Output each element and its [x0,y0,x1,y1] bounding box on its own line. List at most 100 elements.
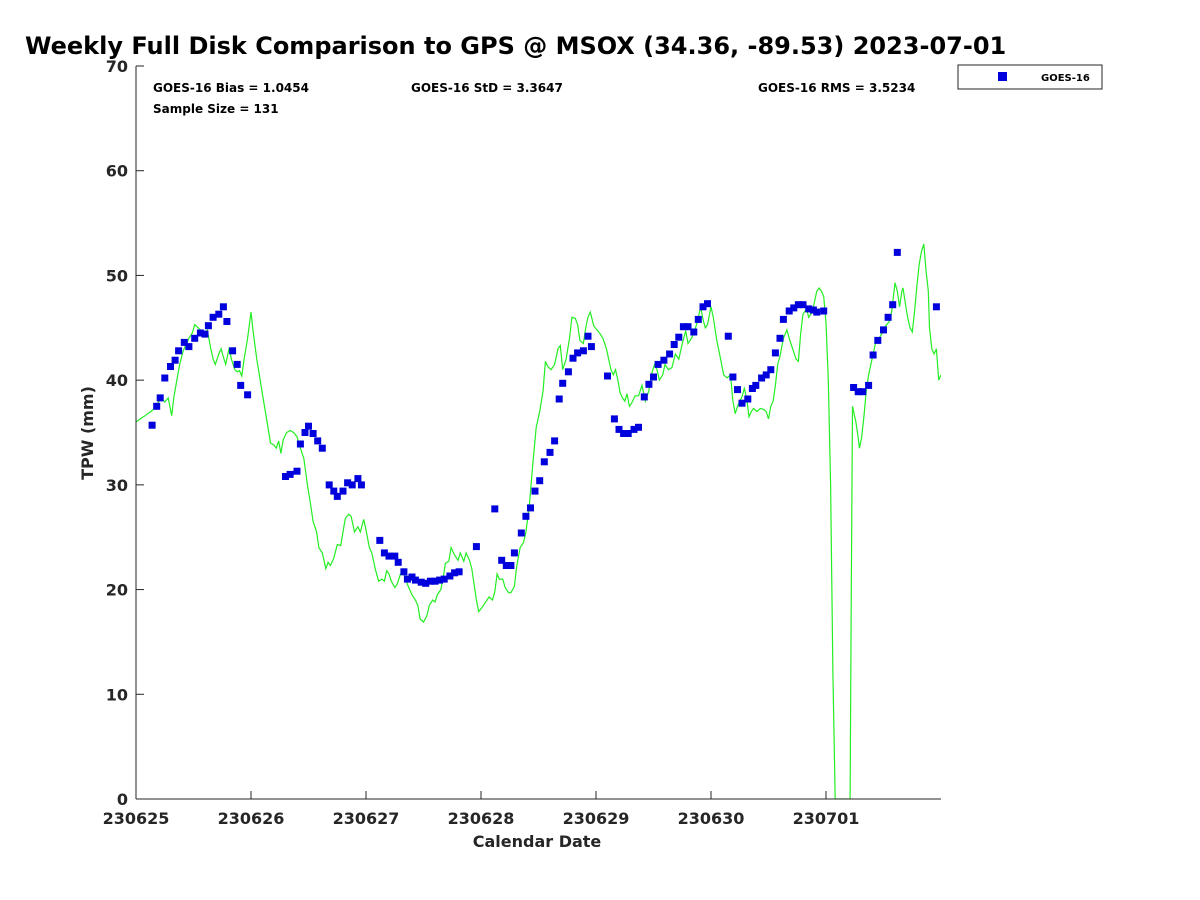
goes-16-point [771,349,779,357]
goes-16-point [790,304,798,312]
goes-16-point [699,303,707,311]
goes-16-point [584,332,592,340]
goes-16-point [666,350,674,358]
goes-16-point [704,300,711,308]
goes-16-point [729,373,737,381]
goes-16-point [175,347,183,355]
goes-16-point [799,301,807,309]
legend: GOES-16 [957,64,1103,90]
goes-16-point [510,549,518,557]
goes-16-point [869,351,877,359]
x-tick-label: 230625 [103,809,170,828]
goes-16-point [223,318,231,325]
goes-16-point [564,368,572,376]
legend-label-goes-16: GOES-16 [1041,73,1090,84]
goes-16-point [380,549,388,557]
goes-16-point [237,381,245,389]
sample-size-stat: Sample Size = 131 [153,102,279,116]
goes-16-point [694,315,702,323]
y-tick-label: 20 [106,581,128,600]
goes-16-point [282,473,289,480]
goes-16-point [153,402,161,410]
goes-16-point [531,487,539,495]
goes-16-point [645,380,653,388]
goes-16-point [417,578,425,586]
goes-16-point [293,467,301,475]
goes-16-point [156,394,164,402]
goes-16-point [422,579,430,587]
goes-16-point [403,575,411,583]
y-tick-label: 40 [106,371,128,390]
goes-16-point [339,487,347,495]
goes-16-point [376,536,384,544]
goes-16-point [874,336,882,344]
goes-16-point [522,512,530,520]
goes-16-point [587,343,595,351]
goes-16-point [893,248,901,256]
goes-16-point [455,568,463,576]
goes-16-point [411,576,419,584]
goes-16-point [400,568,408,576]
goes-16-point [391,552,399,560]
goes-16-point [744,395,752,403]
goes-16-point [859,388,867,396]
goes-16-point [540,458,548,466]
goes-16-point [491,505,499,513]
goes-16-point [654,360,662,368]
goes-16-point [624,430,632,437]
goes-16-point [854,388,862,396]
goes-16-point [660,356,668,364]
goes-16-point [738,399,746,407]
goes-16-point [426,577,434,585]
goes-16-point [620,430,628,437]
goes-16-point [813,308,821,316]
goes-16-point [684,323,692,331]
goes-16-point [527,504,534,512]
y-tick-label: 30 [106,476,128,495]
goes-16-point [776,334,784,342]
bias-stat: GOES-16 Bias = 1.0454 [153,81,309,95]
goes-16-point [551,437,559,445]
goes-16-point [385,552,393,560]
goes-16-point [690,328,698,336]
goes-16-point [502,562,510,569]
goes-16-point [191,334,199,342]
goes-16-point [219,303,227,311]
goes-16-point [805,305,813,313]
goes-16-point [233,360,241,368]
goes-16-point [574,349,582,357]
goes-16-point [779,315,787,323]
chart-title: Weekly Full Disk Comparison to GPS @ MSO… [25,32,1006,60]
goes-16-point [472,543,480,551]
goes-16-point [555,395,563,403]
goes-16-point [758,374,766,382]
goes-16-point [604,372,611,380]
goes-16-point [536,477,544,485]
goes-16-point [675,333,683,341]
goes-16-point [196,329,204,337]
legend-marker-goes-16 [998,72,1007,81]
legend-box [957,64,1103,90]
goes-16-point [344,479,352,487]
goes-16-point [546,448,554,456]
x-tick-label: 230701 [793,809,860,828]
goes-16-point [314,437,322,445]
goes-16-point [498,556,506,564]
goes-16-point [679,323,687,331]
goes-16-point [296,440,304,448]
goes-16-point [785,307,793,315]
goes-16-point [185,343,193,351]
goes-16-point [229,347,237,355]
goes-16-point [171,356,179,364]
goes-16-point [325,481,333,489]
goes-16-point [161,374,169,382]
goes-16-point [431,577,439,585]
y-axis-label: TPW (mm) [78,386,97,480]
goes-16-point [569,354,577,362]
x-tick-label: 230628 [448,809,515,828]
axes: 0 10 20 30 40 50 60 70 230625 230626 230627 230628 2… [103,57,941,828]
goes-16-point [670,341,678,348]
goes-16-point [201,330,209,338]
goes-16-point [446,572,454,580]
goes-16-point [167,363,174,370]
